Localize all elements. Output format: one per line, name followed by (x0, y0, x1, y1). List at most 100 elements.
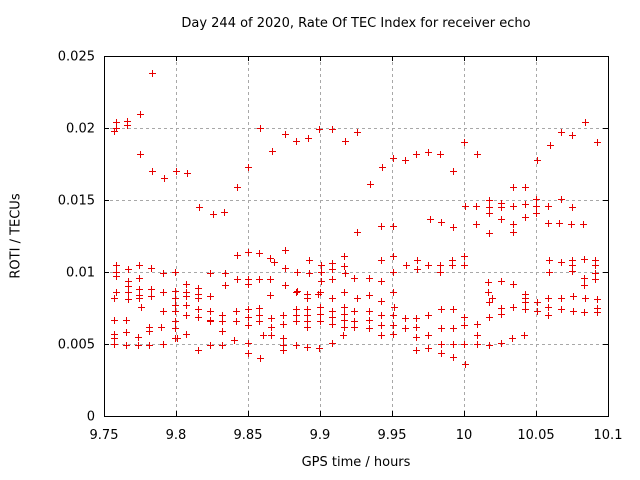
data-point (304, 295, 311, 302)
data-point (113, 262, 120, 269)
data-point (509, 335, 516, 342)
data-point (486, 197, 493, 204)
data-point (113, 289, 120, 296)
data-point (111, 335, 118, 342)
data-point (450, 341, 457, 348)
data-point (293, 312, 300, 319)
data-point (304, 318, 311, 325)
data-point (498, 305, 505, 312)
data-point (329, 308, 336, 315)
data-point (207, 293, 214, 300)
data-point (413, 324, 420, 331)
data-point (219, 312, 226, 319)
data-point (390, 331, 397, 338)
data-point (245, 249, 252, 256)
data-point (510, 304, 517, 311)
data-point (257, 125, 264, 132)
data-point (545, 304, 552, 311)
data-point (282, 265, 289, 272)
data-point (569, 262, 576, 269)
data-point (522, 299, 529, 306)
data-point (474, 341, 481, 348)
data-point (341, 324, 348, 331)
data-point (461, 314, 468, 321)
data-point (378, 332, 385, 339)
data-point (195, 285, 202, 292)
data-point (161, 175, 168, 182)
y-tick-label: 0.025 (58, 50, 95, 65)
data-point (245, 164, 252, 171)
data-point (351, 308, 358, 315)
data-point (498, 311, 505, 318)
data-point (184, 170, 191, 177)
data-point (256, 312, 263, 319)
plot-frame (104, 56, 609, 417)
data-point (510, 229, 517, 236)
data-point (413, 315, 420, 322)
data-point (498, 278, 505, 285)
data-point (123, 329, 130, 336)
data-point (390, 312, 397, 319)
data-point (282, 282, 289, 289)
data-point (125, 296, 132, 303)
data-point (123, 317, 130, 324)
data-point (581, 256, 588, 263)
data-point (461, 262, 468, 269)
data-point (569, 268, 576, 275)
data-point (317, 289, 324, 296)
data-point (438, 350, 445, 357)
data-point (280, 312, 287, 319)
x-tick-label: 9.75 (90, 428, 119, 443)
data-point (269, 148, 276, 155)
y-tick-label: 0.005 (58, 338, 95, 353)
data-point (280, 347, 287, 354)
data-point (160, 308, 167, 315)
data-point (581, 282, 588, 289)
data-point (293, 138, 300, 145)
data-point (568, 221, 575, 228)
data-point (135, 342, 142, 349)
data-point (304, 344, 311, 351)
data-point (294, 269, 301, 276)
data-point (160, 341, 167, 348)
data-point (449, 262, 456, 269)
data-point (233, 318, 240, 325)
data-point (245, 340, 252, 347)
data-point (183, 331, 190, 338)
data-point (183, 281, 190, 288)
data-point (413, 151, 420, 158)
data-point (125, 289, 132, 296)
data-point (256, 318, 263, 325)
data-point (183, 302, 190, 309)
data-point (534, 157, 541, 164)
data-point (533, 196, 540, 203)
data-point (570, 308, 577, 315)
data-point (534, 308, 541, 315)
data-point (522, 214, 529, 221)
data-point (462, 203, 469, 210)
data-point (268, 315, 275, 322)
data-point (438, 325, 445, 332)
data-point (329, 260, 336, 267)
data-point (342, 138, 349, 145)
data-point (293, 289, 300, 296)
data-point (136, 262, 143, 269)
data-point (282, 247, 289, 254)
data-point (450, 325, 457, 332)
data-point (461, 253, 468, 260)
data-point (354, 229, 361, 236)
data-point (474, 321, 481, 328)
data-point (354, 129, 361, 136)
data-point (425, 332, 432, 339)
data-point (174, 335, 181, 342)
data-point (183, 293, 190, 300)
data-point (437, 151, 444, 158)
data-point (245, 350, 252, 357)
data-point (558, 129, 565, 136)
data-point (111, 317, 118, 324)
data-point (282, 131, 289, 138)
data-point (427, 216, 434, 223)
data-point (136, 286, 143, 293)
y-tick-label: 0.02 (66, 122, 95, 137)
